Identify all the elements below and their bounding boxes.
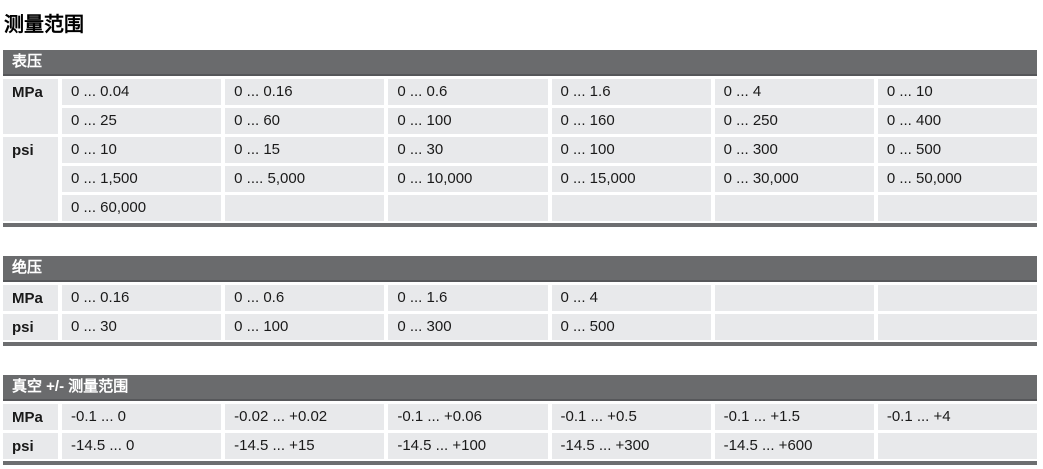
range-cell: 0 ... 30,000 xyxy=(714,166,874,192)
range-cell: -0.1 ... +0.5 xyxy=(551,404,711,430)
unit-label: psi xyxy=(3,433,58,459)
range-cell xyxy=(877,314,1037,340)
range-table: 真空 +/- 测量范围 MPa -0.1 ... 0 -0.02 ... +0.02-… xyxy=(3,375,1037,459)
range-cell: -0.1 ... +0.06 xyxy=(388,404,548,430)
range-cell: -0.1 ... 0 xyxy=(62,404,222,430)
section-header: 表压 xyxy=(3,50,1037,76)
range-cell: 0 ... 0.16 xyxy=(62,285,222,311)
range-cell: 0 ... 25 xyxy=(62,108,222,134)
range-table: 绝压 MPa 0 ... 0.16 0 ... 0.6 0 ... 1.6 0 ... 4… xyxy=(3,256,1037,340)
range-cell: -14.5 ... +600 xyxy=(714,433,874,459)
range-cell: 0 ... 10,000 xyxy=(388,166,548,192)
range-cell: 0 ... 4 xyxy=(551,285,711,311)
range-cell: 0 ... 300 xyxy=(714,137,874,163)
range-cell: -14.5 ... +100 xyxy=(388,433,548,459)
range-cell: 0 ... 1.6 xyxy=(551,79,711,105)
range-cell: -0.1 ... +4 xyxy=(877,404,1037,430)
range-cell: 0 ... 300 xyxy=(388,314,548,340)
unit-label: psi xyxy=(3,314,58,340)
range-cell: 0 ... 100 xyxy=(388,108,548,134)
pressure-section-2: 绝压 MPa 0 ... 0.16 0 ... 0.6 0 ... 1.6 0 ... 4… xyxy=(3,256,1037,346)
range-cell: 0 ... 30 xyxy=(388,137,548,163)
range-cell xyxy=(388,195,548,221)
range-cell: 0 ... 500 xyxy=(551,314,711,340)
range-cell: 0 ... 1.6 xyxy=(388,285,548,311)
unit-label: MPa xyxy=(3,285,58,311)
pressure-section-1: 表压 MPa 0 ... 0.04 0 ... 0.16 0 ... 0.6 0 ... … xyxy=(3,50,1037,227)
section-header: 真空 +/- 测量范围 xyxy=(3,375,1037,401)
measurement-range-tables: 表压 MPa 0 ... 0.04 0 ... 0.16 0 ... 0.6 0 ... … xyxy=(3,50,1043,465)
range-cell: 0 ... 0.16 xyxy=(225,79,385,105)
range-cell: 0 ... 500 xyxy=(877,137,1037,163)
range-cell xyxy=(877,433,1037,459)
range-cell: 0 ... 0.6 xyxy=(225,285,385,311)
range-cell: 0 ... 160 xyxy=(551,108,711,134)
range-cell xyxy=(714,195,874,221)
range-cell xyxy=(877,285,1037,311)
range-cell xyxy=(225,195,385,221)
pressure-section-3: 真空 +/- 测量范围 MPa -0.1 ... 0 -0.02 ... +0.02-… xyxy=(3,375,1037,465)
range-cell: 0 ... 60,000 xyxy=(62,195,222,221)
range-cell: -14.5 ... +300 xyxy=(551,433,711,459)
page-title: 测量范围 xyxy=(4,14,84,36)
range-cell xyxy=(714,285,874,311)
range-cell: 0 ... 4 xyxy=(714,79,874,105)
range-cell: -14.5 ... +15 xyxy=(225,433,385,459)
range-cell: 0 ... 0.6 xyxy=(388,79,548,105)
range-cell: 0 ... 100 xyxy=(225,314,385,340)
range-cell: -0.1 ... +1.5 xyxy=(714,404,874,430)
range-cell: 0 ... 10 xyxy=(62,137,222,163)
unit-label: MPa xyxy=(3,79,58,134)
unit-label: psi xyxy=(3,137,58,221)
range-cell xyxy=(877,195,1037,221)
range-cell: -0.02 ... +0.02 xyxy=(225,404,385,430)
range-cell xyxy=(714,314,874,340)
range-cell: 0 .... 5,000 xyxy=(225,166,385,192)
range-cell: 0 ... 100 xyxy=(551,137,711,163)
range-cell: -14.5 ... 0 xyxy=(62,433,222,459)
range-cell: 0 ... 15,000 xyxy=(551,166,711,192)
range-cell: 0 ... 250 xyxy=(714,108,874,134)
range-cell: 0 ... 1,500 xyxy=(62,166,222,192)
range-cell: 0 ... 10 xyxy=(877,79,1037,105)
range-cell: 0 ... 0.04 xyxy=(62,79,222,105)
range-cell: 0 ... 30 xyxy=(62,314,222,340)
range-cell: 0 ... 50,000 xyxy=(877,166,1037,192)
unit-label: MPa xyxy=(3,404,58,430)
range-cell: 0 ... 60 xyxy=(225,108,385,134)
range-table: 表压 MPa 0 ... 0.04 0 ... 0.16 0 ... 0.6 0 ... … xyxy=(3,50,1037,221)
range-cell: 0 ... 15 xyxy=(225,137,385,163)
range-cell xyxy=(551,195,711,221)
section-header: 绝压 xyxy=(3,256,1037,282)
range-cell: 0 ... 400 xyxy=(877,108,1037,134)
